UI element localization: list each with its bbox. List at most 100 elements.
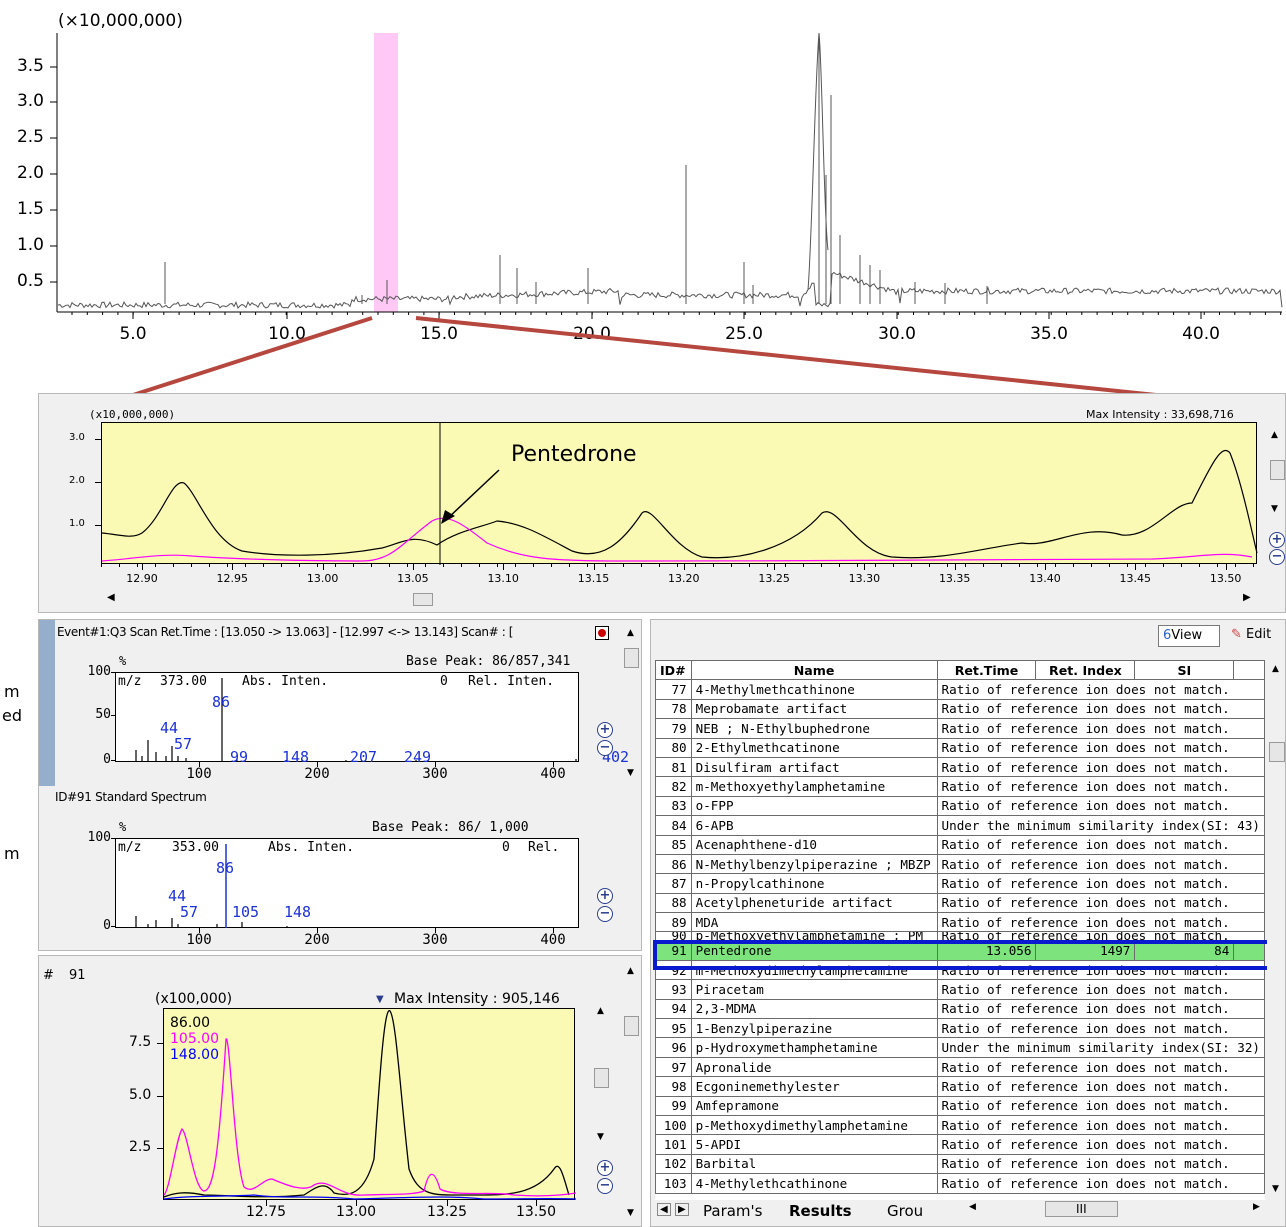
- zoom-connector: [101, 316, 1253, 407]
- hscroll-left[interactable]: ◀: [969, 1202, 976, 1212]
- left-edge-text-2: ed: [2, 706, 22, 725]
- zoom-out-icon[interactable]: −: [1269, 549, 1285, 565]
- zoom-x-minor: [695, 564, 696, 567]
- vscroll-thumb[interactable]: [1270, 460, 1285, 480]
- table-row[interactable]: 83 o-FPP Ratio of reference ion does not m…: [655, 795, 1265, 817]
- table-row[interactable]: 77 4-Methylmethcathinone Ratio of referenc…: [655, 679, 1265, 700]
- row-status: Ratio of reference ion does not match.: [936, 718, 1265, 739]
- selected-name: Pentedrone: [690, 940, 938, 961]
- zoom-x-minor: [965, 564, 966, 567]
- table-row[interactable]: 93 Piracetam Ratio of reference ion does n…: [655, 979, 1265, 1000]
- vscroll-up[interactable]: ▲: [1271, 430, 1278, 440]
- spec-vscroll-thumb[interactable]: [624, 648, 639, 668]
- mc-zoom-in-icon[interactable]: +: [597, 1160, 613, 1176]
- zoom-in-icon[interactable]: +: [1269, 532, 1285, 548]
- mc-scroll-a-up[interactable]: ▲: [597, 1006, 604, 1016]
- spec-vscroll-down[interactable]: ▼: [627, 768, 634, 778]
- mc-zoom-out-icon[interactable]: −: [597, 1178, 613, 1194]
- zoom-x-minor: [1055, 564, 1056, 567]
- table-row[interactable]: 86 N-Methylbenzylpiperazine ; MBZP Ratio o…: [655, 853, 1265, 875]
- hscroll-grip[interactable]: III: [1045, 1201, 1118, 1217]
- col-id[interactable]: ID#: [655, 660, 692, 681]
- mc-scroll-b-up[interactable]: ▲: [627, 966, 634, 976]
- view-button[interactable]: 6View: [1158, 625, 1220, 647]
- zoom-hscrollbar[interactable]: ◀ ▶: [101, 592, 1257, 608]
- zoom-x-minor: [929, 564, 930, 567]
- table-row[interactable]: 78 Meprobamate artifact Ratio of reference…: [655, 698, 1265, 720]
- results-vscroll-thumb[interactable]: [1269, 742, 1285, 762]
- table-row[interactable]: 92 m-Methoxydimethylamphetamine Ratio of r…: [655, 959, 1265, 981]
- measured-base-peak: Base Peak: 86/857,341: [406, 654, 571, 669]
- results-hscrollbar[interactable]: ◀ III ▶: [965, 1201, 1265, 1220]
- table-row[interactable]: 99 Amfepramone Ratio of reference ion does…: [655, 1095, 1265, 1116]
- mc-y-tick-label: 2.5: [129, 1139, 152, 1155]
- col-name[interactable]: Name: [690, 660, 938, 681]
- table-row[interactable]: 97 Apronalide Ratio of reference ion does …: [655, 1056, 1265, 1078]
- table-row[interactable]: 82 m-Methoxyethylamphetamine Ratio of refe…: [655, 776, 1265, 797]
- zoom-x-minor: [1001, 564, 1002, 567]
- zoom-x-minor: [335, 564, 336, 567]
- mc-scroll-a[interactable]: ▲ ▼: [591, 1006, 611, 1146]
- spec-vscroll-up[interactable]: ▲: [627, 628, 634, 638]
- mc-id-value: 91: [69, 968, 86, 983]
- col-si[interactable]: SI: [1134, 660, 1235, 681]
- table-row[interactable]: 95 1-Benzylpiperazine Ratio of reference i…: [655, 1018, 1265, 1039]
- mc-scroll-b-thumb[interactable]: [624, 1016, 639, 1036]
- tic-y-tick-label: 1.0: [16, 235, 44, 255]
- col-ret-time[interactable]: Ret.Time: [936, 660, 1037, 681]
- row-name: 2-Ethylmethcatinone: [690, 737, 938, 758]
- results-vscroll-up[interactable]: ▲: [1272, 664, 1279, 674]
- tab-scroll-right[interactable]: ▶: [675, 1203, 689, 1216]
- table-row[interactable]: 84 6-APB Under the minimum similarity inde…: [655, 815, 1265, 836]
- spectrum-zoom-out-icon[interactable]: −: [597, 740, 613, 756]
- table-row-selected[interactable]: 91 Pentedrone 13.056 1497 84: [655, 940, 1265, 961]
- edit-button[interactable]: ✎ Edit: [1231, 627, 1272, 642]
- zoom-x-minor: [641, 564, 642, 567]
- mc-scroll-a-thumb[interactable]: [594, 1068, 609, 1088]
- standard-zoom-in-icon[interactable]: +: [597, 888, 613, 904]
- zoom-x-tick: [774, 564, 776, 570]
- table-row[interactable]: 89 MDA Ratio of reference ion does not mat…: [655, 912, 1265, 933]
- vscroll-down[interactable]: ▼: [1271, 504, 1278, 514]
- scroll-right-arrow[interactable]: ▶: [1243, 592, 1251, 603]
- table-row[interactable]: 87 n-Propylcathinone Ratio of reference io…: [655, 873, 1265, 894]
- spectrum-vscrollbar[interactable]: ▲ ▼: [621, 620, 641, 786]
- mc-scroll-b-down[interactable]: ▼: [627, 1208, 634, 1218]
- mc-x-tick-label: 13.50: [515, 1204, 557, 1220]
- table-row[interactable]: 80 2-Ethylmethcatinone Ratio of reference …: [655, 737, 1265, 758]
- table-row[interactable]: 94 2,3-MDMA Ratio of reference ion does no…: [655, 998, 1265, 1020]
- results-vscroll-down[interactable]: ▼: [1272, 1184, 1279, 1194]
- row-name: Ecgoninemethylester: [690, 1076, 938, 1097]
- tab-scroll-left[interactable]: ◀: [657, 1203, 671, 1216]
- hscroll-right[interactable]: ▶: [1253, 1202, 1260, 1212]
- tab-groups[interactable]: Grou: [887, 1202, 924, 1220]
- spectrum-zoom-in-icon[interactable]: +: [597, 722, 613, 738]
- measured-mz-label: m/z: [118, 674, 142, 689]
- zoom-x-minor: [911, 564, 912, 567]
- row-name: Amfepramone: [690, 1095, 938, 1116]
- table-row[interactable]: 85 Acenaphthene-d10 Ratio of reference ion…: [655, 834, 1265, 855]
- spectrum-x-tick-label: 100: [186, 766, 212, 782]
- row-status: Under the minimum similarity index(SI: 4…: [936, 815, 1265, 836]
- table-row[interactable]: 100 p-Methoxydimethylamphetamine Ratio of …: [655, 1114, 1265, 1136]
- standard-zoom-out-icon[interactable]: −: [597, 906, 613, 922]
- table-row[interactable]: 103 4-Methylethcathinone Ratio of referenc…: [655, 1173, 1265, 1194]
- col-ret-index[interactable]: Ret. Index: [1035, 660, 1136, 681]
- zoom-vscrollbar[interactable]: ▲ ▼: [1267, 424, 1286, 524]
- tab-params[interactable]: Param's: [703, 1202, 763, 1220]
- results-vscrollbar[interactable]: ▲ ▼: [1267, 660, 1285, 1200]
- scroll-thumb[interactable]: [413, 593, 433, 606]
- mc-trace-105: [164, 1038, 576, 1197]
- scan-record-icon[interactable]: [595, 626, 609, 640]
- table-row[interactable]: 79 NEB ; N-Ethylbuphedrone Ratio of refere…: [655, 718, 1265, 739]
- table-row[interactable]: 102 Barbital Ratio of reference ion does n…: [655, 1153, 1265, 1175]
- tab-results[interactable]: Results: [789, 1202, 852, 1220]
- table-row[interactable]: 98 Ecgoninemethylester Ratio of reference …: [655, 1076, 1265, 1097]
- table-row[interactable]: 96 p-Hydroxymethamphetamine Under the mini…: [655, 1037, 1265, 1058]
- scroll-left-arrow[interactable]: ◀: [107, 592, 115, 603]
- mc-scroll-a-down[interactable]: ▼: [597, 1132, 604, 1142]
- table-row[interactable]: 101 5-APDI Ratio of reference ion does not…: [655, 1134, 1265, 1155]
- mc-scroll-b[interactable]: ▲ ▼: [621, 964, 641, 1226]
- table-row[interactable]: 88 Acetylpheneturide artifact Ratio of ref…: [655, 892, 1265, 914]
- table-row[interactable]: 81 Disulfiram artifact Ratio of reference …: [655, 756, 1265, 778]
